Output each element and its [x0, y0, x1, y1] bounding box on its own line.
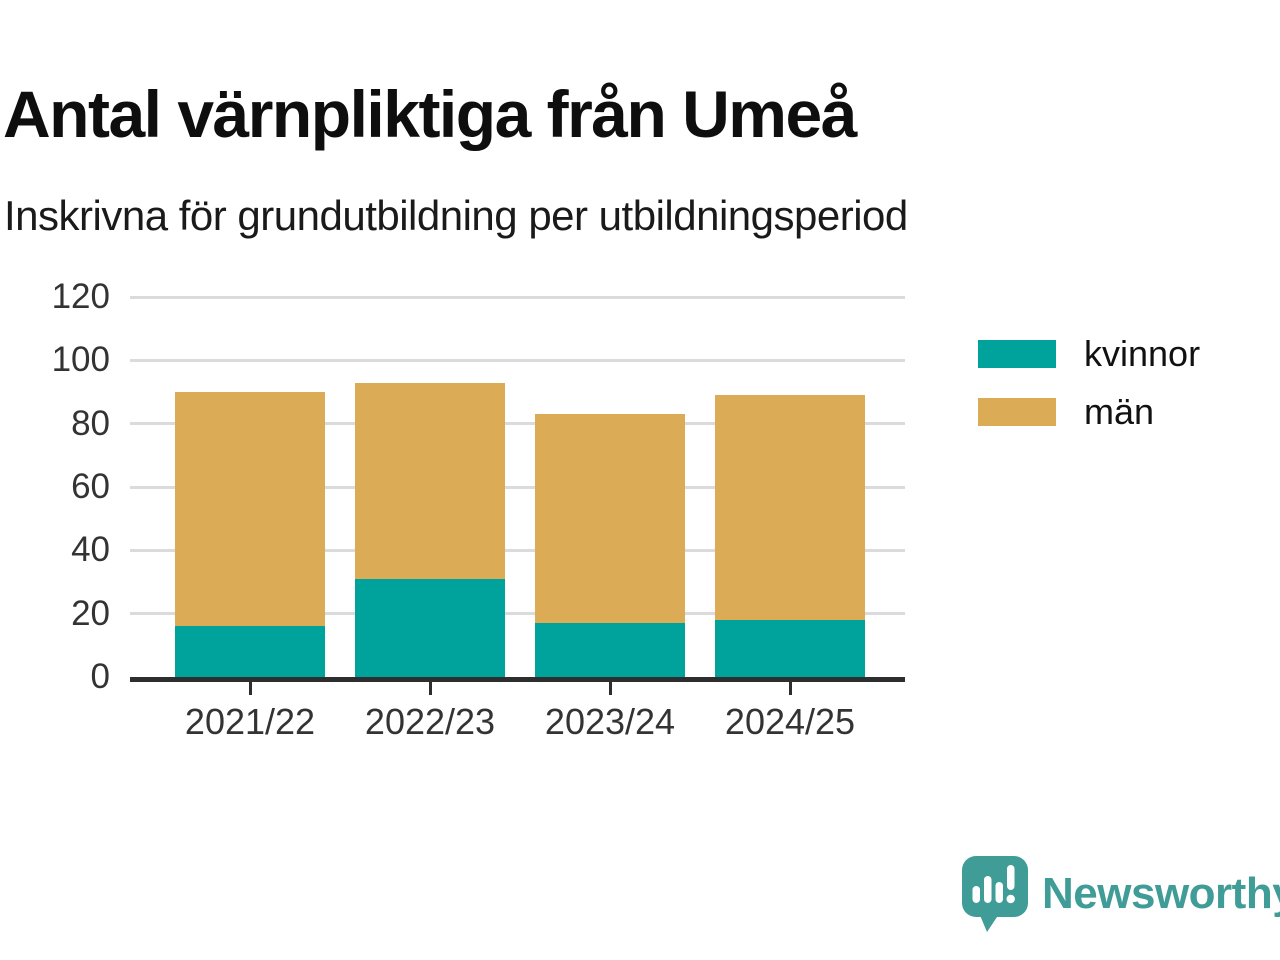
- x-tick-2024/25: [788, 682, 792, 695]
- x-tick-2023/24: [608, 682, 612, 695]
- y-tick-label-80: 80: [71, 403, 110, 443]
- x-tick-2022/23: [428, 682, 432, 695]
- bar-segment-kvinnor: [355, 578, 505, 677]
- bar-2023/24: [535, 414, 685, 677]
- legend: kvinnor män: [978, 333, 1201, 432]
- gridline-80: [130, 422, 905, 426]
- legend-swatch-kvinnor: [978, 340, 1056, 368]
- gridline-100: [130, 358, 905, 362]
- y-tick-label-20: 20: [71, 593, 110, 633]
- bar-segment-kvinnor: [535, 623, 685, 677]
- legend-swatch-män: [978, 398, 1056, 426]
- bar-2022/23: [355, 382, 505, 677]
- bar-segment-män: [715, 395, 865, 620]
- chart-subtitle: Inskrivna för grundutbildning per utbild…: [4, 192, 908, 239]
- bar-2024/25: [715, 395, 865, 677]
- newsworthy-logo-icon: [962, 856, 1028, 932]
- gridline-20: [130, 612, 905, 616]
- bar-2021/22: [175, 392, 325, 677]
- y-tick-label-120: 120: [51, 277, 110, 316]
- bar-segment-män: [175, 392, 325, 627]
- bar-segment-män: [355, 382, 505, 579]
- y-tick-label-100: 100: [51, 340, 110, 380]
- y-tick-label-60: 60: [71, 467, 110, 506]
- chart-title: Antal värnpliktiga från Umeå: [3, 77, 857, 152]
- x-tick-label-2023/24: 2023/24: [544, 701, 676, 742]
- legend-label-kvinnor: kvinnor: [1084, 333, 1201, 374]
- gridline-60: [130, 485, 905, 489]
- y-tick-label-40: 40: [71, 530, 110, 570]
- legend-label-män: män: [1084, 391, 1155, 432]
- brand-name: Newsworthy: [1042, 869, 1280, 918]
- x-tick-label-2024/25: 2024/25: [724, 701, 856, 742]
- x-tick-label-2022/23: 2022/23: [364, 701, 496, 742]
- x-tick-label-2021/22: 2021/22: [184, 701, 316, 742]
- y-tick-label-0: 0: [90, 657, 110, 696]
- plot-area: [130, 295, 905, 682]
- gridline-120: [130, 295, 905, 299]
- x-tick-2021/22: [248, 682, 252, 695]
- gridline-40: [130, 548, 905, 552]
- bar-segment-kvinnor: [715, 620, 865, 677]
- brand-footer: Newsworthy: [962, 856, 1280, 932]
- bar-segment-kvinnor: [175, 626, 325, 677]
- bar-segment-män: [535, 414, 685, 624]
- legend-item-män: män: [978, 391, 1200, 432]
- legend-item-kvinnor: kvinnor: [978, 333, 1201, 374]
